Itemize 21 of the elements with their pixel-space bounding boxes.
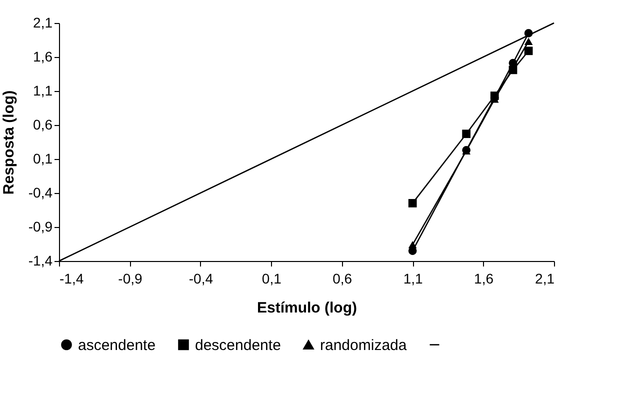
x-tick-label: -0,9 xyxy=(118,270,142,286)
y-tick-label: 1,6 xyxy=(33,48,53,64)
x-tick-label: 1,6 xyxy=(474,270,494,286)
y-tick-label: 0,6 xyxy=(33,116,53,132)
x-tick-label: -0,4 xyxy=(188,270,214,286)
y-tick-label: -1,4 xyxy=(28,252,53,268)
x-tick-label: 0,6 xyxy=(332,270,352,286)
y-tick-label: -0,9 xyxy=(28,218,53,234)
y-axis-title: Resposta (log) xyxy=(0,90,18,195)
legend-label: ascendente xyxy=(78,336,156,354)
x-tick-label: 0,1 xyxy=(262,270,282,286)
y-tick-label: 0,1 xyxy=(33,150,53,166)
legend-label: descendente xyxy=(195,336,281,354)
y-tick-label: -0,4 xyxy=(28,184,53,200)
x-tick-label: 1,1 xyxy=(403,270,424,286)
y-tick-label: 1,1 xyxy=(33,82,53,98)
x-tick-label: 2,1 xyxy=(535,270,555,286)
x-tick-label: -1,4 xyxy=(60,270,84,286)
legend-label: randomizada xyxy=(320,336,408,354)
x-axis-title: Estímulo (log) xyxy=(257,300,357,316)
y-tick-label: 2,1 xyxy=(33,14,53,30)
